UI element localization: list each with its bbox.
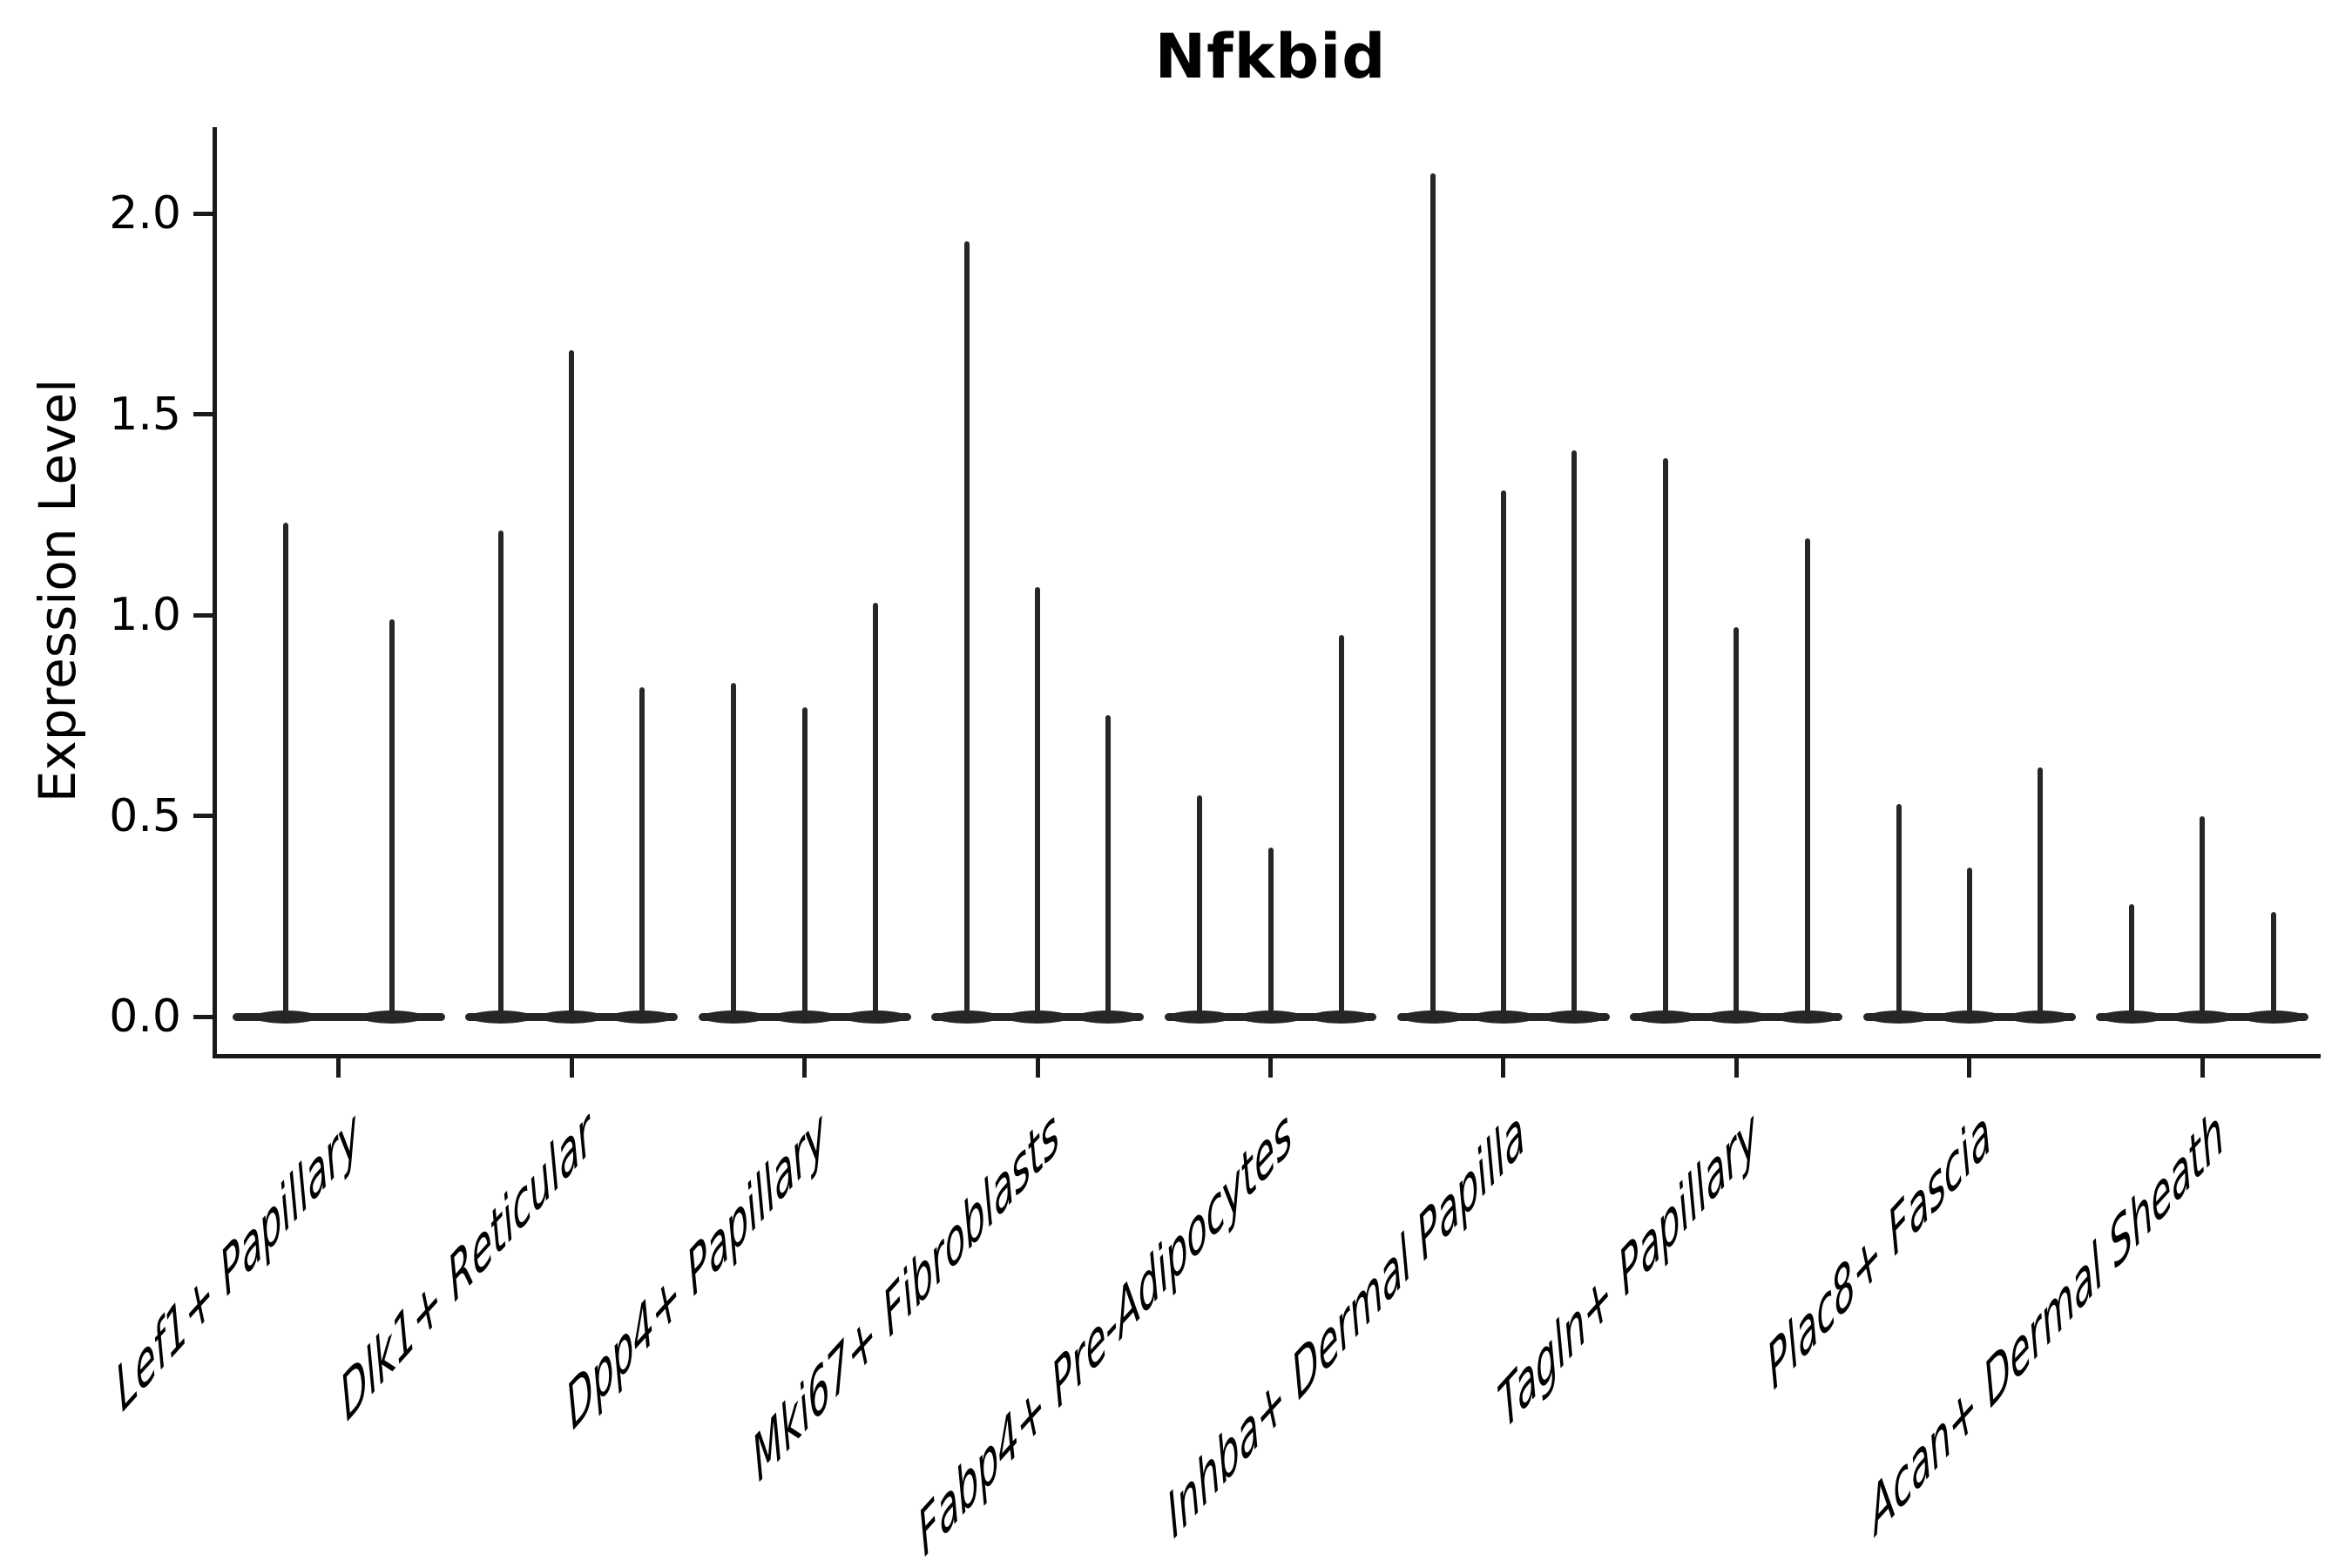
violin-spike: [639, 686, 645, 1018]
violin-spike: [497, 531, 504, 1018]
x-tick-mark: [569, 1058, 574, 1078]
violin-spike: [2128, 903, 2134, 1018]
x-tick-label: Inhba+ Dermal Papilla: [1161, 1094, 1531, 1554]
x-tick-mark: [1268, 1058, 1273, 1078]
x-tick-mark: [2200, 1058, 2205, 1078]
x-tick-label: Plac8+ Fascia: [1761, 1094, 1997, 1405]
violin-spike: [963, 241, 970, 1018]
violin-spike: [2200, 815, 2206, 1018]
x-tick-mark: [1967, 1058, 1972, 1078]
violin-spike: [1267, 848, 1274, 1018]
y-tick-label: 1.0: [109, 589, 181, 641]
violin-spike: [569, 349, 575, 1018]
y-axis-spine: [213, 127, 217, 1058]
violin-spike: [731, 683, 737, 1018]
violin-spike: [1734, 626, 1740, 1018]
y-tick-label: 2.0: [109, 187, 181, 240]
x-tick-label: Fabp4+ Pre-Adipocytes: [912, 1094, 1297, 1568]
x-axis-spine: [213, 1054, 2321, 1058]
violin-baseline: [232, 1013, 445, 1021]
violin-spike: [1197, 795, 1203, 1018]
chart-title: Nfkbid: [1154, 21, 1387, 92]
violin-spike: [1338, 635, 1344, 1018]
x-tick-mark: [802, 1058, 808, 1078]
violin-spike: [2038, 767, 2044, 1018]
violin-spike: [1663, 458, 1669, 1018]
violin-spike: [1571, 449, 1578, 1018]
y-tick-mark: [193, 814, 213, 818]
x-tick-mark: [1734, 1058, 1739, 1078]
violin-spike: [1105, 715, 1112, 1018]
y-tick-label: 0.5: [109, 789, 181, 842]
violin-spike: [801, 707, 808, 1018]
violin-spike: [872, 603, 878, 1018]
y-tick-label: 0.0: [109, 990, 181, 1043]
x-tick-label: Acan+ Dermal Sheath: [1863, 1094, 2229, 1551]
y-tick-mark: [193, 1014, 213, 1019]
violin-spike: [2270, 912, 2276, 1018]
x-tick-mark: [1501, 1058, 1506, 1078]
x-tick-mark: [336, 1058, 341, 1078]
violin-spike: [1966, 868, 1972, 1018]
x-tick-mark: [1035, 1058, 1040, 1078]
y-tick-mark: [193, 612, 213, 618]
y-tick-mark: [193, 211, 213, 216]
violin-spike: [1896, 803, 1902, 1018]
violin-spike: [1804, 538, 1810, 1018]
violin-spike: [282, 522, 288, 1018]
violin-spike: [389, 618, 395, 1018]
x-tick-label: Lef1+ Papillary: [111, 1094, 365, 1427]
violin-spike: [1429, 172, 1436, 1018]
violin-spike: [1035, 586, 1041, 1018]
violin-spike: [1500, 490, 1506, 1018]
y-tick-mark: [193, 412, 213, 416]
x-tick-label: Dlk1+ Reticular: [335, 1094, 598, 1436]
x-tick-label: Tagln+ Papillary: [1492, 1094, 1763, 1445]
y-tick-label: 1.5: [109, 388, 181, 441]
